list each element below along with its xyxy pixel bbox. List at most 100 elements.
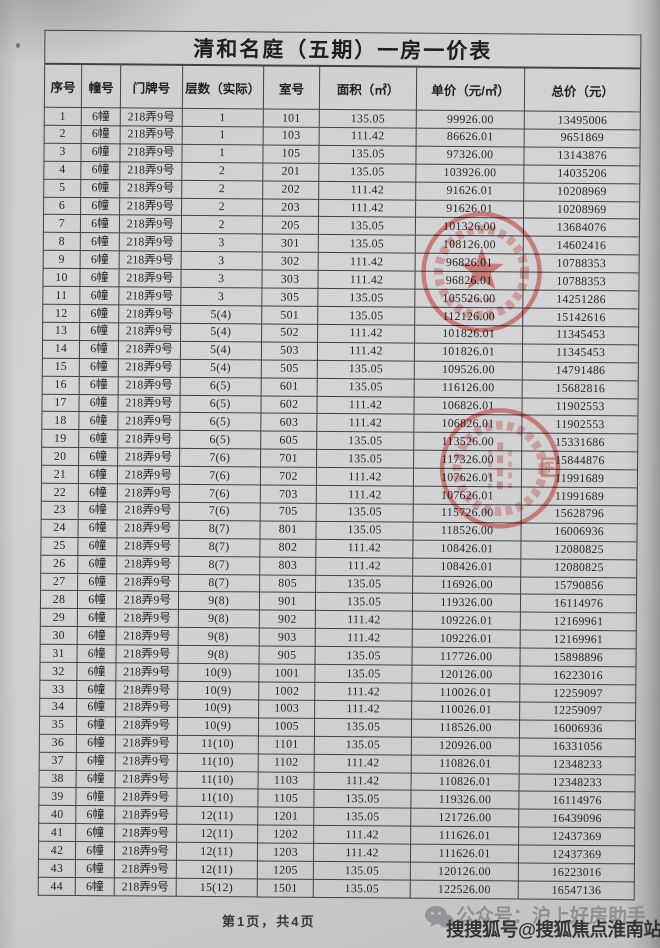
cell-unit-price: 99926.00 [416, 110, 525, 129]
cell-seq: 12 [42, 304, 80, 323]
cell-area: 135.05 [314, 718, 412, 737]
cell-seq: 44 [38, 877, 76, 896]
cell-unit-price: 118526.00 [412, 521, 522, 541]
cell-room: 903 [258, 628, 316, 647]
cell-unit-price: 91626.01 [415, 199, 524, 219]
cell-room: 902 [258, 610, 316, 629]
cell-room: 302 [261, 252, 319, 271]
col-header-room: 室号 [263, 65, 321, 110]
cell-total-price: 16114976 [519, 791, 636, 811]
cell-total-price: 16223016 [520, 666, 636, 685]
cell-total-price: 15682816 [522, 379, 639, 399]
cell-unit-price: 108426.01 [412, 557, 522, 577]
cell-seq: 13 [42, 322, 80, 341]
cell-area: 135.05 [317, 360, 415, 379]
cell-total-price: 15898896 [520, 648, 637, 668]
cell-floor: 2 [181, 179, 263, 199]
cell-unit-price: 109226.01 [411, 629, 521, 649]
cell-room: 101 [262, 108, 320, 128]
cell-total-price: 14791486 [522, 361, 639, 381]
page-number-label: 第1页，共4页 [222, 914, 316, 929]
cell-floor: 5(4) [180, 305, 262, 324]
cell-building: 6幢 [80, 250, 120, 269]
cell-total-price: 11902553 [522, 397, 639, 417]
cell-seq: 38 [39, 769, 77, 788]
cell-unit-price: 86626.01 [415, 128, 525, 147]
cell-building: 6幢 [80, 143, 121, 162]
cell-room: 1203 [257, 843, 314, 862]
cell-floor: 12(11) [176, 842, 258, 862]
cell-total-price: 12259097 [519, 701, 636, 721]
cell-total-price: 16223016 [518, 863, 635, 882]
cell-total-price: 16006936 [519, 719, 636, 739]
cell-total-price: 14602416 [523, 236, 640, 256]
cell-building: 6幢 [75, 805, 116, 825]
cell-address: 218弄9号 [119, 197, 182, 216]
cell-total-price: 14251286 [523, 290, 639, 309]
cell-address: 218弄9号 [120, 161, 182, 180]
cell-area: 135.05 [315, 574, 413, 594]
cell-total-price: 12080825 [521, 540, 637, 560]
col-header-floor: 层数（实际） [182, 64, 264, 109]
cell-area: 135.05 [317, 306, 415, 326]
cell-unit-price: 117326.00 [413, 450, 522, 470]
cell-unit-price: 111626.01 [410, 826, 520, 846]
cell-address: 218弄9号 [120, 143, 182, 163]
cell-area: 111.42 [314, 700, 412, 719]
cell-unit-price: 106826.01 [413, 414, 523, 434]
cell-room: 602 [260, 395, 318, 414]
cell-room: 805 [259, 574, 317, 593]
cell-total-price: 10208969 [523, 182, 640, 202]
cell-floor: 12(11) [176, 824, 258, 844]
cell-address: 218弄9号 [114, 824, 177, 843]
cell-address: 218弄9号 [116, 627, 178, 646]
cell-area: 111.42 [317, 413, 414, 433]
cell-area: 135.05 [316, 521, 413, 540]
cell-address: 218弄9号 [117, 465, 180, 485]
cell-seq: 34 [39, 698, 77, 717]
cell-address: 218弄9号 [114, 841, 177, 861]
cell-seq: 35 [39, 716, 77, 735]
cell-floor: 6(5) [179, 412, 261, 432]
cell-unit-price: 116126.00 [413, 378, 523, 398]
cell-building: 6幢 [80, 214, 120, 234]
cell-room: 303 [261, 270, 319, 289]
cell-total-price: 16331056 [519, 737, 636, 757]
cell-seq: 16 [42, 375, 80, 395]
cell-total-price: 11991689 [521, 469, 638, 488]
cell-seq: 9 [43, 250, 81, 269]
cell-building: 6幢 [78, 465, 118, 484]
cell-room: 701 [260, 449, 317, 468]
cell-area: 111.42 [317, 342, 415, 361]
cell-seq: 40 [38, 805, 76, 824]
cell-area: 111.42 [315, 682, 412, 702]
cell-room: 305 [261, 288, 319, 307]
cell-unit-price: 117726.00 [411, 647, 521, 667]
cell-room: 1103 [257, 771, 315, 790]
cell-address: 218弄9号 [119, 251, 181, 270]
cell-seq: 25 [40, 536, 78, 556]
cell-unit-price: 107626.01 [413, 468, 522, 488]
cell-building: 6幢 [77, 519, 118, 538]
cell-total-price: 16006936 [521, 522, 638, 542]
cell-unit-price: 107626.01 [413, 486, 522, 505]
cell-room: 702 [260, 467, 317, 486]
col-header-seq: 序号 [44, 63, 82, 108]
cell-floor: 9(8) [177, 627, 259, 647]
cell-floor: 7(6) [179, 448, 261, 468]
cell-floor: 3 [180, 287, 262, 306]
cell-address: 218弄9号 [116, 573, 179, 592]
cell-floor: 7(6) [178, 502, 260, 521]
cell-area: 111.42 [316, 539, 413, 558]
cell-unit-price: 109526.00 [414, 360, 523, 380]
cell-room: 1003 [258, 699, 316, 719]
cell-floor: 1 [181, 126, 263, 145]
cell-floor: 6(5) [179, 376, 261, 396]
cell-building: 6幢 [78, 411, 119, 431]
cell-unit-price: 97326.00 [415, 145, 525, 165]
cell-unit-price: 111626.01 [410, 844, 519, 864]
cell-total-price: 10788353 [523, 254, 640, 274]
page-title: 清和名庭（五期）一房一价表 [44, 30, 641, 69]
cell-building: 6幢 [75, 787, 116, 807]
